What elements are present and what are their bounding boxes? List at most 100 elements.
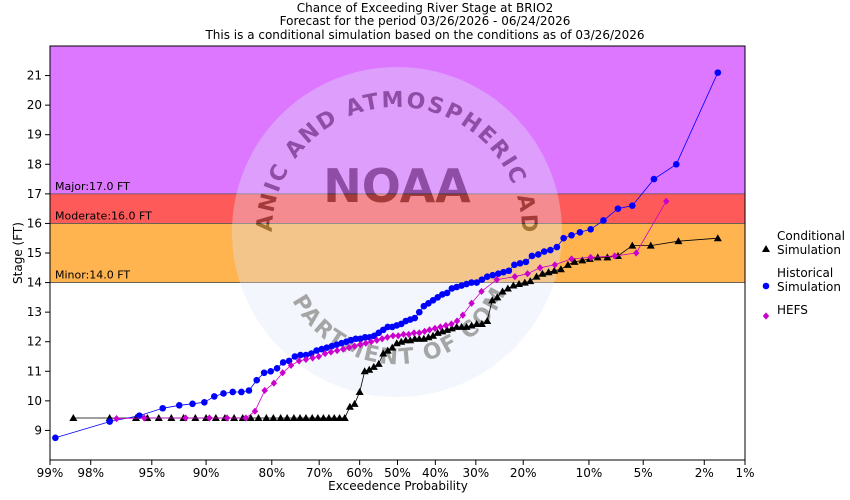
conditional-point: [246, 414, 255, 422]
historical-point: [511, 261, 518, 269]
historical-point: [628, 202, 636, 209]
conditional-point: [365, 365, 374, 373]
historical-point: [650, 175, 658, 183]
conditional-point: [538, 269, 547, 277]
hefs-point: [400, 330, 407, 338]
historical-point: [547, 246, 554, 254]
noaa-seal-icon: [232, 67, 562, 397]
conditional-point: [269, 414, 278, 422]
x-tick-label: 30%: [462, 466, 489, 480]
flood-label-moderate: Moderate:16.0 FT: [55, 209, 152, 222]
conditional-point: [383, 346, 392, 354]
x-tick-label: 10%: [576, 466, 603, 480]
legend-marker-historical: [762, 282, 770, 290]
hefs-point: [251, 407, 259, 415]
conditional-point: [211, 414, 220, 422]
hefs-point: [442, 321, 450, 330]
hefs-point: [321, 349, 329, 358]
historical-point: [473, 279, 480, 286]
conditional-point: [350, 399, 359, 407]
conditional-point: [493, 293, 502, 301]
historical-point: [352, 335, 360, 343]
historical-point: [323, 344, 331, 351]
x-axis: 99% 98% 95% 90% 80% 70% 60% 50% 40% 30% 20% 10% 5% 2%…: [37, 460, 755, 480]
hefs-point: [459, 311, 467, 319]
hefs-point: [287, 361, 295, 369]
hefs-point: [587, 253, 594, 262]
hefs-point: [295, 357, 303, 365]
hefs-point: [410, 329, 418, 337]
historical-point: [220, 390, 227, 397]
y-tick-label: 13: [27, 305, 42, 319]
hefs-point: [551, 261, 559, 269]
hefs-point: [351, 342, 358, 350]
hefs-point: [416, 329, 423, 337]
historical-point: [238, 388, 245, 396]
hefs-point: [384, 333, 391, 341]
historical-point: [516, 260, 524, 267]
y-tick-label: 16: [27, 216, 42, 230]
hefs-point: [327, 348, 335, 356]
historical-point: [260, 369, 268, 377]
hefs-point: [345, 344, 353, 352]
conditional-point: [69, 414, 78, 422]
historical-point: [553, 243, 561, 251]
conditional-point: [191, 414, 200, 422]
historical-point: [302, 351, 310, 359]
hefs-point: [206, 414, 213, 422]
historical-point: [189, 400, 196, 408]
hefs-point: [395, 332, 402, 340]
data-series: [52, 69, 722, 442]
flood-band-moderate: [50, 193, 745, 224]
flood-label-major: Major:17.0 FT: [55, 180, 130, 193]
chart-title-line-3: This is a conditional simulation based o…: [204, 28, 644, 42]
flood-label-minor: Minor:14.0 FT: [55, 269, 130, 282]
conditional-point: [374, 359, 383, 367]
flood-band-major: [50, 46, 745, 194]
conditional-point: [355, 387, 364, 395]
hefs-point: [437, 323, 444, 331]
x-tick-label: 5%: [634, 466, 653, 480]
conditional-point: [556, 265, 565, 273]
historical-point: [600, 217, 607, 224]
conditional-point: [262, 414, 271, 422]
historical-point: [273, 365, 281, 372]
legend-marker-hefs: [762, 312, 770, 320]
historical-point: [540, 248, 548, 255]
y-axis: 9 10 11 12 13 14 15 16 17 18 19 20 21: [27, 69, 50, 437]
historical-point: [159, 404, 167, 412]
hefs-point: [568, 255, 575, 263]
x-axis-title: Exceedence Probability: [328, 479, 468, 493]
x-tick-label: 98%: [77, 466, 104, 480]
historical-point: [568, 231, 575, 239]
hefs-point: [223, 414, 231, 422]
watermark-logo-text: NOAA: [323, 159, 471, 213]
x-tick-label: 90%: [193, 466, 220, 480]
series-historical: [52, 69, 722, 442]
conditional-point: [578, 256, 587, 264]
historical-point: [528, 252, 536, 260]
conditional-point: [283, 414, 292, 422]
x-tick-label: 99%: [37, 466, 64, 480]
x-tick-label: 60%: [346, 466, 373, 480]
hefs-point: [426, 326, 433, 334]
legend-label: Historical: [777, 266, 833, 280]
x-tick-label: 95%: [138, 466, 165, 480]
conditional-point: [646, 241, 655, 249]
conditional-point: [289, 414, 298, 422]
hefs-point: [373, 336, 381, 344]
y-tick-label: 11: [27, 364, 42, 378]
hefs-point: [270, 379, 278, 387]
conditional-point: [488, 296, 497, 304]
conditional-point: [550, 266, 559, 274]
legend-entry-hefs: HEFS: [762, 303, 808, 320]
chart-title-line-1: Chance of Exceeding River Stage at BRIO2: [297, 1, 553, 15]
conditional-point: [345, 402, 354, 410]
historical-point: [136, 412, 143, 419]
x-tick-label: 70%: [306, 466, 333, 480]
conditional-point: [603, 253, 612, 261]
historical-point: [175, 401, 183, 409]
conditional-point: [330, 414, 339, 422]
historical-point: [361, 333, 369, 341]
